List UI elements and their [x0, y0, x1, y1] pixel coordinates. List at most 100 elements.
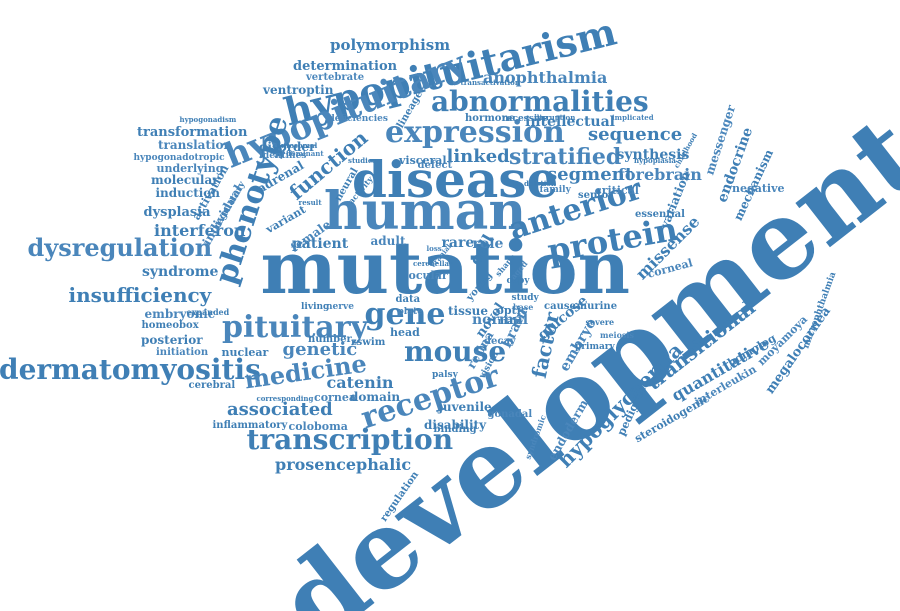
word-stratified: stratified: [509, 144, 622, 170]
word-linked: linked: [446, 146, 510, 167]
word-result: result: [298, 197, 322, 207]
word-studies: studies: [348, 155, 377, 165]
word-disruption: disruption: [534, 112, 576, 122]
word-sequence: sequence: [588, 124, 683, 145]
word-syndrome: syndrome: [142, 264, 219, 280]
word-induction: induction: [155, 186, 221, 200]
word-juvenile: juvenile: [438, 400, 492, 414]
word-cerebral: cerebral: [188, 380, 236, 391]
word-underlying: underlying: [156, 161, 224, 175]
word-visceral: visceral: [399, 153, 447, 167]
word-recessive: recessive: [502, 113, 549, 124]
word-associated: associated: [227, 399, 333, 420]
word-initiation: initiation: [156, 347, 209, 358]
word-hypoplasia: hypoplasia: [634, 155, 676, 165]
word-human: human: [324, 181, 527, 242]
word-dermatomyositis: dermatomyositis: [0, 353, 261, 386]
word-autosomal: autosomal: [276, 140, 318, 150]
word-synthesis: synthesis: [616, 147, 690, 163]
word-critical: critical: [595, 183, 639, 197]
word-patient: patient: [292, 236, 349, 252]
word-deficiencies: deficiencies: [328, 113, 388, 124]
word-molecular: molecular: [151, 173, 219, 187]
word-translation: translation: [158, 138, 233, 152]
word-genetic: genetic: [282, 339, 358, 360]
word-rare: rare: [441, 235, 475, 251]
word-nuclear: nuclear: [221, 345, 269, 359]
word-abnormalities: abnormalities: [431, 85, 649, 118]
word-inflammatory: inflammatory: [212, 420, 288, 431]
word-disability: disability: [424, 418, 487, 432]
word-identifies: identifies: [259, 150, 307, 161]
word-domain: domain: [350, 390, 401, 404]
word-negative: negative: [732, 181, 785, 195]
word-gene: gene: [364, 297, 446, 332]
word-cornea: cornea: [314, 390, 356, 404]
word-cause: cause: [544, 301, 576, 312]
word-decay: decay: [484, 336, 516, 347]
word-mutation: mutation: [260, 225, 630, 310]
word-loss: loss: [426, 243, 442, 253]
word-severe: severe: [585, 317, 615, 327]
word-forebrain: forebrain: [618, 165, 702, 184]
word-role: role: [472, 236, 504, 252]
word-implicated: implicated: [612, 112, 654, 122]
word-corresponding: corresponding: [256, 393, 314, 403]
word-murine: murine: [576, 301, 618, 312]
word-polymorphism: polymorphism: [330, 35, 451, 54]
word-primary: primary: [575, 341, 615, 352]
word-copy: copy: [506, 275, 530, 286]
word-family: family: [539, 184, 571, 195]
word-coloboma: coloboma: [288, 419, 348, 433]
word-study: study: [511, 292, 539, 303]
word-interferon: interferon: [154, 221, 246, 240]
word-plate: plate: [397, 306, 423, 317]
word-base: base: [513, 302, 534, 312]
word-cerebellar: cerebellar: [413, 258, 453, 268]
word-disorder: disorder: [259, 140, 316, 154]
word-living: living: [301, 301, 330, 312]
word-pituitary: pituitary: [222, 310, 368, 345]
word-palsy: palsy: [432, 369, 458, 380]
word-determination: determination: [293, 58, 398, 74]
word-septo: septo: [578, 190, 609, 201]
word-segment: segment: [547, 164, 634, 185]
word-transcription: transcription: [246, 423, 454, 456]
word-transactivation: transactivation: [460, 77, 520, 87]
word-homeobox: homeobox: [141, 320, 199, 331]
word-embryonic: embryonic: [144, 307, 216, 321]
word-dysplasia: dysplasia: [143, 204, 211, 220]
word-expression: expression: [385, 115, 565, 150]
word-hormone: hormone: [465, 113, 516, 124]
word-normal: normal: [472, 312, 529, 328]
word-anophthalmia: anophthalmia: [483, 68, 608, 87]
word-hypogonadotropic: hypogonadotropic: [133, 152, 225, 163]
word-adult: adult: [370, 234, 406, 248]
word-posterior: posterior: [141, 333, 203, 347]
word-ventroptin: ventroptin: [263, 83, 334, 97]
word-deletion: deletion: [524, 178, 557, 188]
word-mouse: mouse: [404, 335, 507, 368]
word-disease: disease: [352, 150, 559, 209]
word-catenin: catenin: [326, 373, 394, 392]
word-optic: optic: [496, 303, 528, 317]
word-intellectual: intellectual: [525, 114, 615, 130]
word-head: head: [390, 325, 420, 339]
word-transformation: transformation: [137, 124, 248, 140]
word-defect: defect: [417, 160, 453, 171]
word-essential: essential: [635, 209, 685, 220]
word-nerve: nerve: [326, 301, 354, 312]
word-vertebrate: vertebrate: [306, 72, 365, 83]
word-ocular: ocular: [408, 268, 448, 282]
word-hypogonadism: hypogonadism: [179, 114, 237, 124]
word-meiosis: meiosis: [600, 330, 634, 340]
word-dysregulation: dysregulation: [27, 233, 213, 262]
word-zswim: zswim: [351, 337, 386, 348]
word-dominant: dominant: [286, 148, 324, 158]
word-binding: binding: [433, 424, 477, 435]
word-expanded: expanded: [186, 307, 230, 317]
word-male: male: [497, 316, 523, 327]
word-tissue: tissue: [448, 304, 488, 318]
word-gonadal: gonadal: [487, 409, 533, 420]
